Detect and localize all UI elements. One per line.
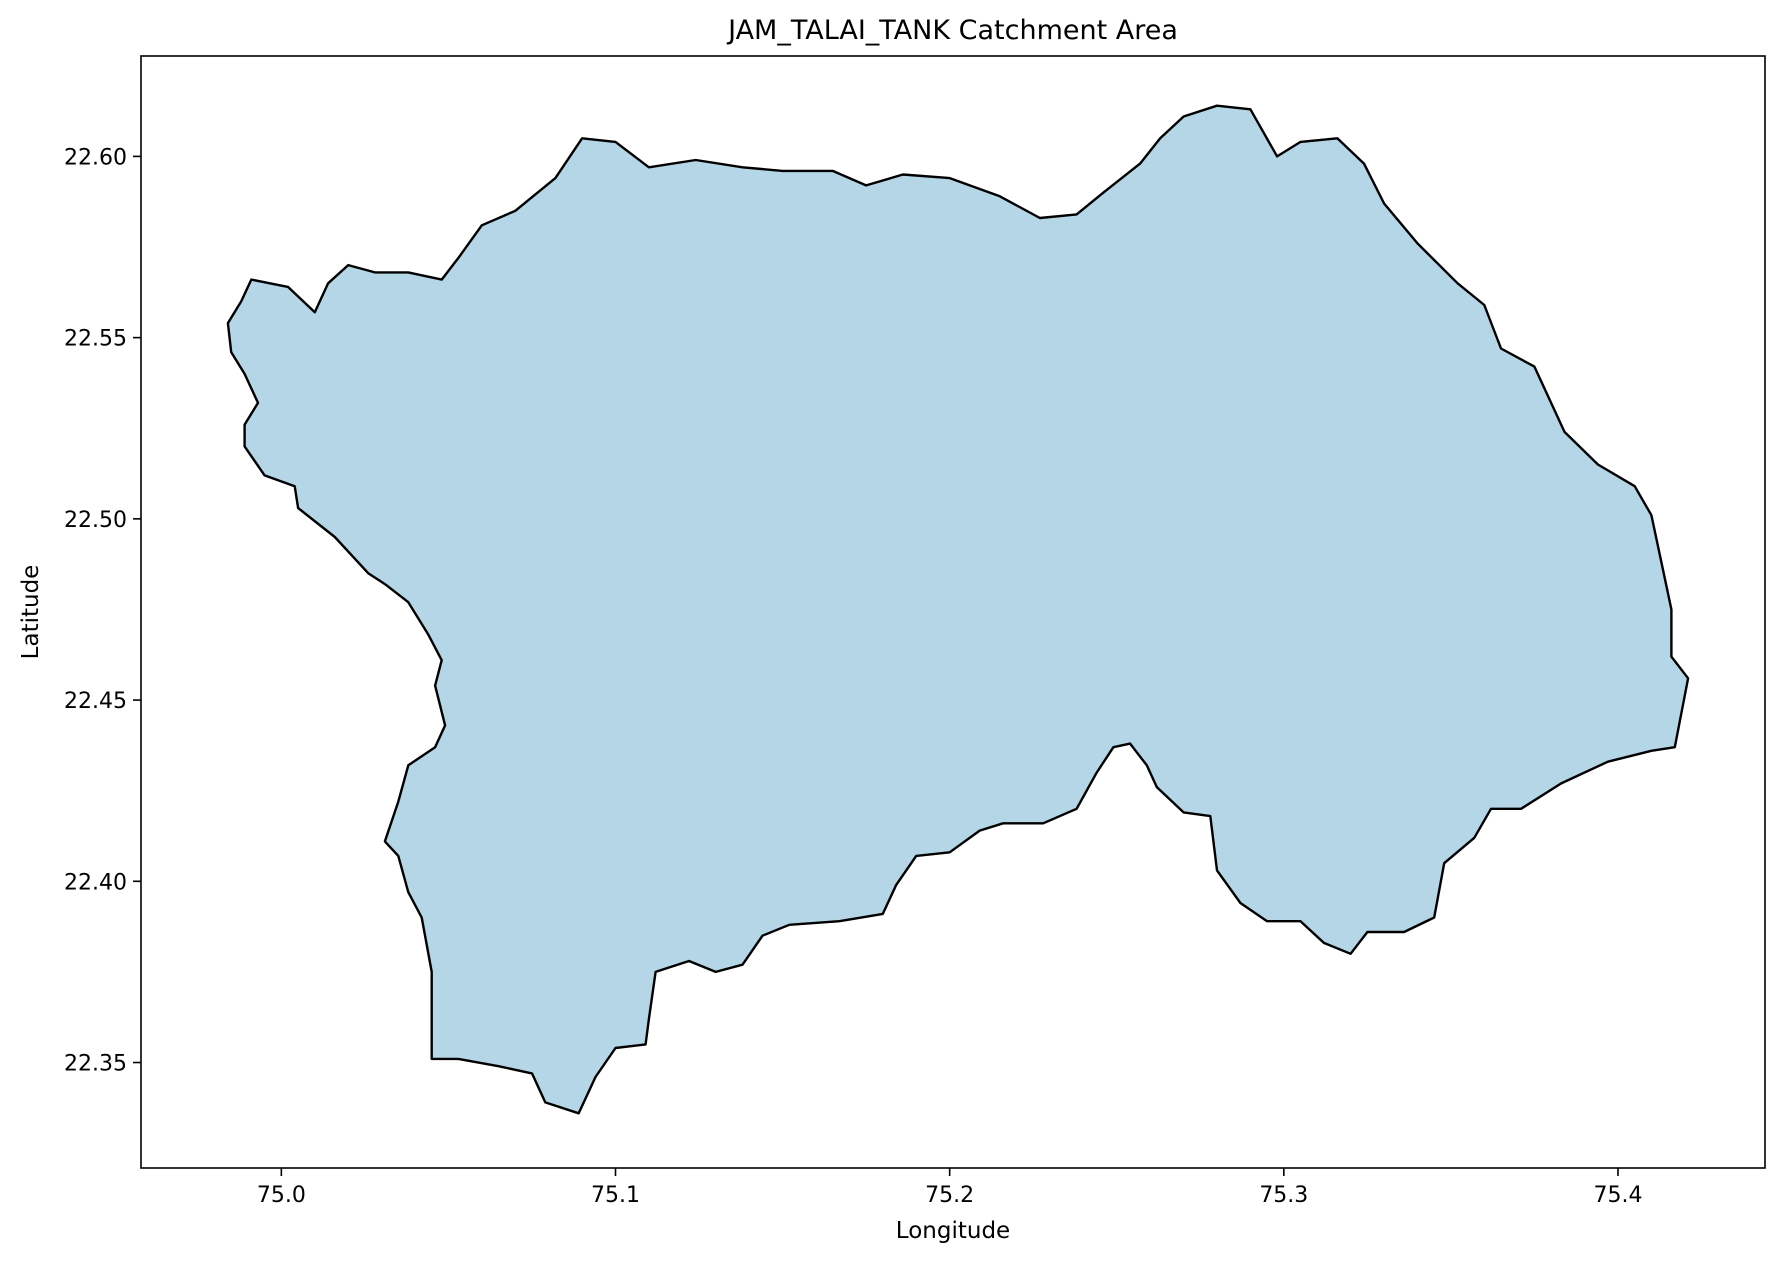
axes-frame bbox=[140, 55, 1766, 1169]
chart-title: JAM_TALAI_TANK Catchment Area bbox=[726, 15, 1178, 46]
y-tick-label: 22.40 bbox=[64, 870, 127, 895]
x-tick-label: 75.3 bbox=[1259, 1183, 1308, 1208]
y-axis-label: Latitude bbox=[18, 565, 44, 660]
y-tick-label: 22.60 bbox=[64, 145, 127, 170]
y-tick-label: 22.45 bbox=[64, 689, 127, 714]
x-axis-label: Longitude bbox=[896, 1218, 1010, 1244]
x-tick-label: 75.1 bbox=[591, 1183, 640, 1208]
x-tick-label: 75.2 bbox=[925, 1183, 974, 1208]
x-axis-ticks: 75.0 75.1 75.2 75.3 75.4 bbox=[257, 1168, 1642, 1208]
x-tick-label: 75.4 bbox=[1593, 1183, 1642, 1208]
catchment-polygon bbox=[226, 104, 1690, 1115]
y-tick-label: 22.55 bbox=[64, 327, 127, 352]
y-axis-ticks: 22.35 22.40 22.45 22.50 22.55 22.60 bbox=[64, 145, 141, 1077]
y-tick-label: 22.35 bbox=[64, 1052, 127, 1077]
y-tick-label: 22.50 bbox=[64, 508, 127, 533]
catchment-layer bbox=[226, 104, 1690, 1115]
x-tick-label: 75.0 bbox=[257, 1183, 306, 1208]
